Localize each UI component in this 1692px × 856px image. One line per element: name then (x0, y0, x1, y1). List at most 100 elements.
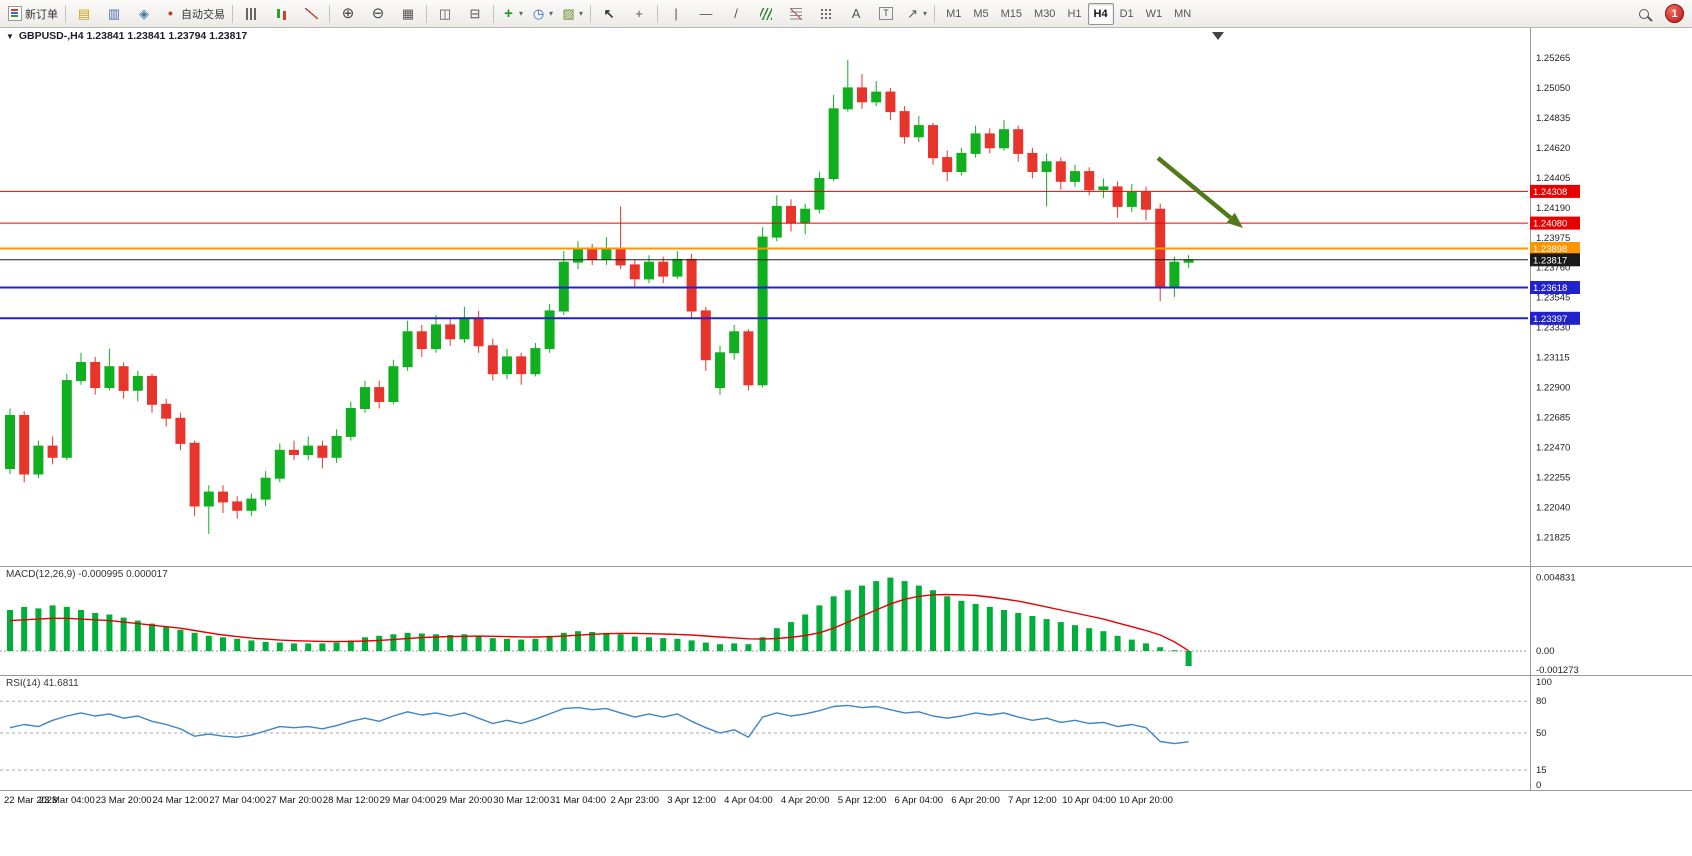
horizontal-line-icon: — (699, 6, 713, 21)
collapse-symbol-icon[interactable]: ▼ (6, 32, 14, 41)
arrows-icon: ↗ (907, 6, 918, 21)
timeframe-w1[interactable]: W1 (1145, 7, 1163, 20)
timeframe-d1[interactable]: D1 (1119, 7, 1134, 20)
candles-layer (5, 60, 1194, 534)
new-order-button[interactable]: 新订单 (4, 2, 62, 26)
timeframe-m15[interactable]: M15 (1000, 7, 1023, 20)
main-toolbar: 新订单 ▤ ▥ ◈ ● 自动交易 ⊕ ⊖ ▦ ◫ ⊟ + ▾ ◷ ▾ ▨ ▾ ↖ + | — / A T ↗ ▾ M1 M5 M15 M3… (0, 0, 1692, 28)
candle (1126, 184, 1137, 212)
caret-down-icon: ▾ (519, 9, 524, 18)
price-line-badge: 1.23618 (1530, 281, 1580, 294)
macd-name: MACD(12,26,9) (6, 569, 76, 580)
svg-text:1.23898: 1.23898 (1533, 244, 1567, 255)
candle (473, 310, 484, 353)
candle (970, 125, 981, 158)
new-order-icon (8, 6, 22, 21)
candle (459, 306, 470, 343)
notification-badge[interactable]: 1 (1665, 4, 1684, 23)
timeframe-m30[interactable]: M30 (1034, 7, 1056, 20)
cursor-icon: ↖ (603, 6, 615, 21)
macd-panel[interactable]: 0.004831 0.00 -0.001273 MACD(12,26,9) -0.0… (0, 566, 1692, 675)
price-tick-label: 1.23760 (1536, 263, 1570, 274)
candle (360, 380, 370, 413)
symbol-ohlc-info: ▼ GBPUSD-,H4 1.23841 1.23841 1.23794 1.2… (6, 30, 247, 42)
candle (658, 256, 669, 284)
macd-signal-line (9, 593, 1189, 652)
arrange-windows-button[interactable]: ⊟ (460, 2, 490, 26)
candle (1169, 256, 1180, 297)
periods-button[interactable]: ◷ ▾ (527, 2, 557, 26)
cascade-windows-button[interactable]: ◫ (430, 2, 460, 26)
market-watch-button[interactable]: ▤ (69, 2, 99, 26)
price-tick-label: 1.25265 (1536, 53, 1570, 64)
indicators-button[interactable]: + ▾ (497, 2, 527, 26)
candle (757, 227, 768, 388)
toolbar-separator (65, 4, 66, 23)
time-label: 10 Apr 20:00 (1119, 795, 1173, 806)
timeframe-mn[interactable]: MN (1174, 7, 1192, 20)
tile-windows-button[interactable]: ▦ (393, 2, 423, 26)
timeframe-h4[interactable]: H4 (1087, 2, 1114, 25)
templates-button[interactable]: ▨ ▾ (557, 2, 587, 26)
time-label: 7 Apr 12:00 (1008, 795, 1057, 806)
price-line-badge: 1.24080 (1530, 216, 1580, 230)
macd-chart[interactable]: 0.004831 0.00 -0.001273 (0, 567, 1692, 675)
channel-button[interactable] (751, 2, 781, 26)
fibonacci-button[interactable] (781, 2, 811, 26)
rsi-chart[interactable]: 100 80 50 15 0 (0, 676, 1692, 790)
candle (431, 315, 441, 353)
horizontal-line-button[interactable]: — (691, 2, 721, 26)
timeframe-h1[interactable]: H1 (1067, 7, 1082, 20)
zoom-out-button[interactable]: ⊖ (363, 2, 393, 26)
rsi-tick-label: 15 (1536, 765, 1547, 776)
timeframe-m1[interactable]: M1 (946, 7, 962, 20)
candlestick-button[interactable] (266, 2, 296, 26)
text-button[interactable]: A (841, 2, 871, 26)
crosshair-button[interactable]: + (624, 2, 654, 26)
text-label-button[interactable]: T (871, 2, 901, 26)
trend-arrow-annotation[interactable] (1156, 156, 1243, 228)
auto-trading-icon: ● (167, 8, 174, 18)
candle (999, 120, 1009, 151)
chart-shift-marker[interactable] (1212, 32, 1224, 40)
toolbar-separator (657, 4, 659, 23)
macd-axis[interactable]: 0.004831 0.00 -0.001273 (1530, 567, 1579, 675)
search-button[interactable] (1629, 2, 1659, 26)
channel-icon (760, 7, 773, 20)
bar-chart-button[interactable] (236, 2, 266, 26)
candle (416, 324, 427, 357)
time-label: 4 Apr 20:00 (780, 795, 830, 806)
price-tick-label: 1.24835 (1536, 113, 1570, 124)
candle (1141, 186, 1151, 221)
time-axis[interactable]: 22 Mar 2023 23 Mar 04:00 23 Mar 20:00 24 Ma… (0, 790, 1692, 813)
zoom-in-button[interactable]: ⊕ (333, 2, 363, 26)
caret-down-icon: ▾ (923, 9, 928, 18)
candle (857, 74, 867, 109)
trendline-button[interactable]: / (721, 2, 751, 26)
candle (33, 440, 44, 479)
data-window-button[interactable]: ▥ (99, 2, 129, 26)
auto-trading-button[interactable]: ● 自动交易 (159, 2, 229, 26)
rsi-panel[interactable]: 100 80 50 15 0 RSI(14) 41.6811 (0, 675, 1692, 790)
line-chart-button[interactable] (296, 2, 326, 26)
navigator-button[interactable]: ◈ (129, 2, 159, 26)
toolbar-separator (329, 4, 330, 23)
vertical-line-button[interactable]: | (661, 2, 691, 26)
cursor-button[interactable]: ↖ (594, 2, 624, 26)
toolbar-separator (934, 4, 936, 23)
cascade-windows-icon: ◫ (438, 6, 452, 21)
svg-text:1.23397: 1.23397 (1533, 314, 1567, 325)
arrows-button[interactable]: ↗ ▾ (901, 2, 931, 26)
timeframe-m5[interactable]: M5 (973, 7, 989, 20)
candle (132, 370, 143, 402)
shapes-button[interactable] (811, 2, 841, 26)
price-axis[interactable]: 1.25265 1.25050 1.24835 1.24620 1.24405 1.241… (1530, 28, 1571, 566)
navigator-icon: ◈ (139, 6, 149, 21)
price-chart[interactable]: 1.25265 1.25050 1.24835 1.24620 1.24405 1.241… (0, 28, 1692, 566)
price-chart-panel[interactable]: 1.25265 1.25050 1.24835 1.24620 1.24405 1.241… (0, 28, 1692, 566)
candlestick-icon (276, 9, 286, 20)
rsi-axis[interactable]: 100 80 50 15 0 (1530, 676, 1552, 790)
candle (672, 251, 683, 279)
candle (175, 412, 186, 451)
macd-indicator-label: MACD(12,26,9) -0.000995 0.000017 (6, 569, 168, 580)
